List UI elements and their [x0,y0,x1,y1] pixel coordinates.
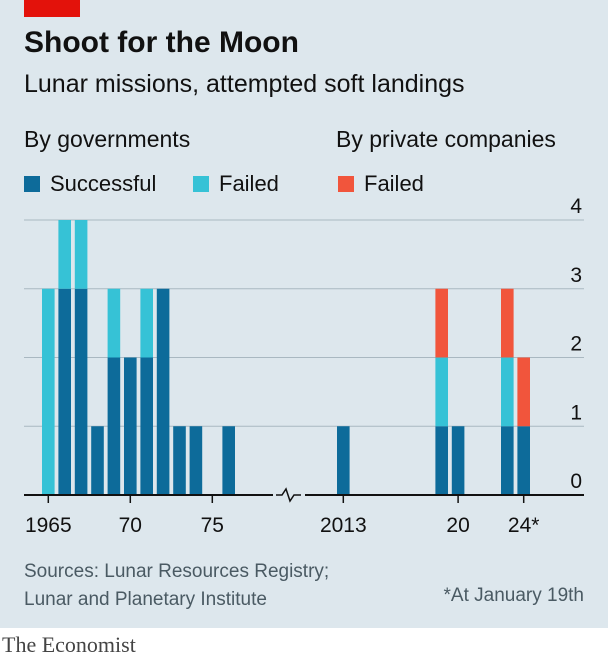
chart-title: Shoot for the Moon [24,26,299,59]
legend-item-successful: Successful [24,170,156,198]
bar-2024-s0 [517,426,530,495]
x-tick-label-3: 2013 [320,514,367,537]
bar-1973-s0 [173,426,186,495]
bar-1976-s0 [222,426,235,495]
bar-2019-s2 [435,288,448,358]
bar-1970-s0 [124,357,137,495]
x-tick-label-4: 20 [446,514,469,537]
legend-swatch-successful [24,176,40,192]
chart-area: 0 1 2 3 4 1965 70 75 2013 20 24* [24,195,584,537]
axis-break-mark [276,487,301,503]
bar-1969-s1 [107,288,121,358]
bar-1965-s1 [42,288,55,495]
x-tick-label-5: 24* [508,514,540,537]
y-tick-label-1: 1 [570,401,582,424]
bar-1967-s1 [74,220,88,289]
x-tick-label-1: 70 [119,514,142,537]
legend-swatch-failed-government [193,176,209,192]
bar-1972-s0 [156,288,170,495]
bar-2020-s0 [451,426,465,495]
legend-label-failed-government: Failed [219,171,279,196]
legend-group-governments: By governments [24,126,191,152]
chart-subtitle: Lunar missions, attempted soft landings [24,70,465,98]
bar-2013-s0 [337,426,350,495]
brand-wordmark: The Economist [2,632,136,657]
source-line-2: Lunar and Planetary Institute [24,589,267,610]
legend-swatch-failed-private [338,176,354,192]
bar-1974-s0 [189,426,203,495]
legend-label-successful: Successful [50,171,157,196]
bar-1969-s0 [107,357,121,495]
y-tick-label-3: 3 [570,264,582,287]
bar-1967-s0 [74,288,88,495]
footnote: *At January 19th [443,585,584,606]
bar-1966-s0 [58,288,71,495]
y-tick-label-0: 0 [570,470,582,493]
legend-item-failed-private: Failed [338,170,424,198]
legend-label-failed-private: Failed [364,171,424,196]
y-tick-label-4: 4 [570,195,582,218]
bar-1966-s1 [58,220,71,289]
source-line-1: Sources: Lunar Resources Registry; [24,561,330,582]
bar-1971-s0 [140,357,153,495]
legend-group-private: By private companies [336,126,556,152]
bar-2019-s1 [435,357,448,427]
y-tick-label-2: 2 [570,333,582,356]
bar-2024-s2 [517,357,530,427]
source-note: Sources: Lunar Resources Registry; Lunar… [24,558,329,614]
x-tick-label-2: 75 [201,514,224,537]
bar-1968-s0 [91,426,104,495]
bar-1971-s1 [140,288,153,358]
x-tick-label-0: 1965 [25,514,72,537]
bar-2019-s0 [435,426,448,495]
bar-2023-s0 [501,426,514,495]
brand-red-tag [24,0,80,17]
bar-2023-s2 [501,288,514,358]
legend-item-failed-government: Failed [193,170,279,198]
bar-2023-s1 [501,357,514,427]
